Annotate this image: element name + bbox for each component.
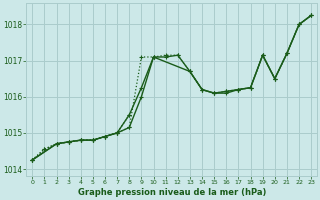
X-axis label: Graphe pression niveau de la mer (hPa): Graphe pression niveau de la mer (hPa) xyxy=(77,188,266,197)
